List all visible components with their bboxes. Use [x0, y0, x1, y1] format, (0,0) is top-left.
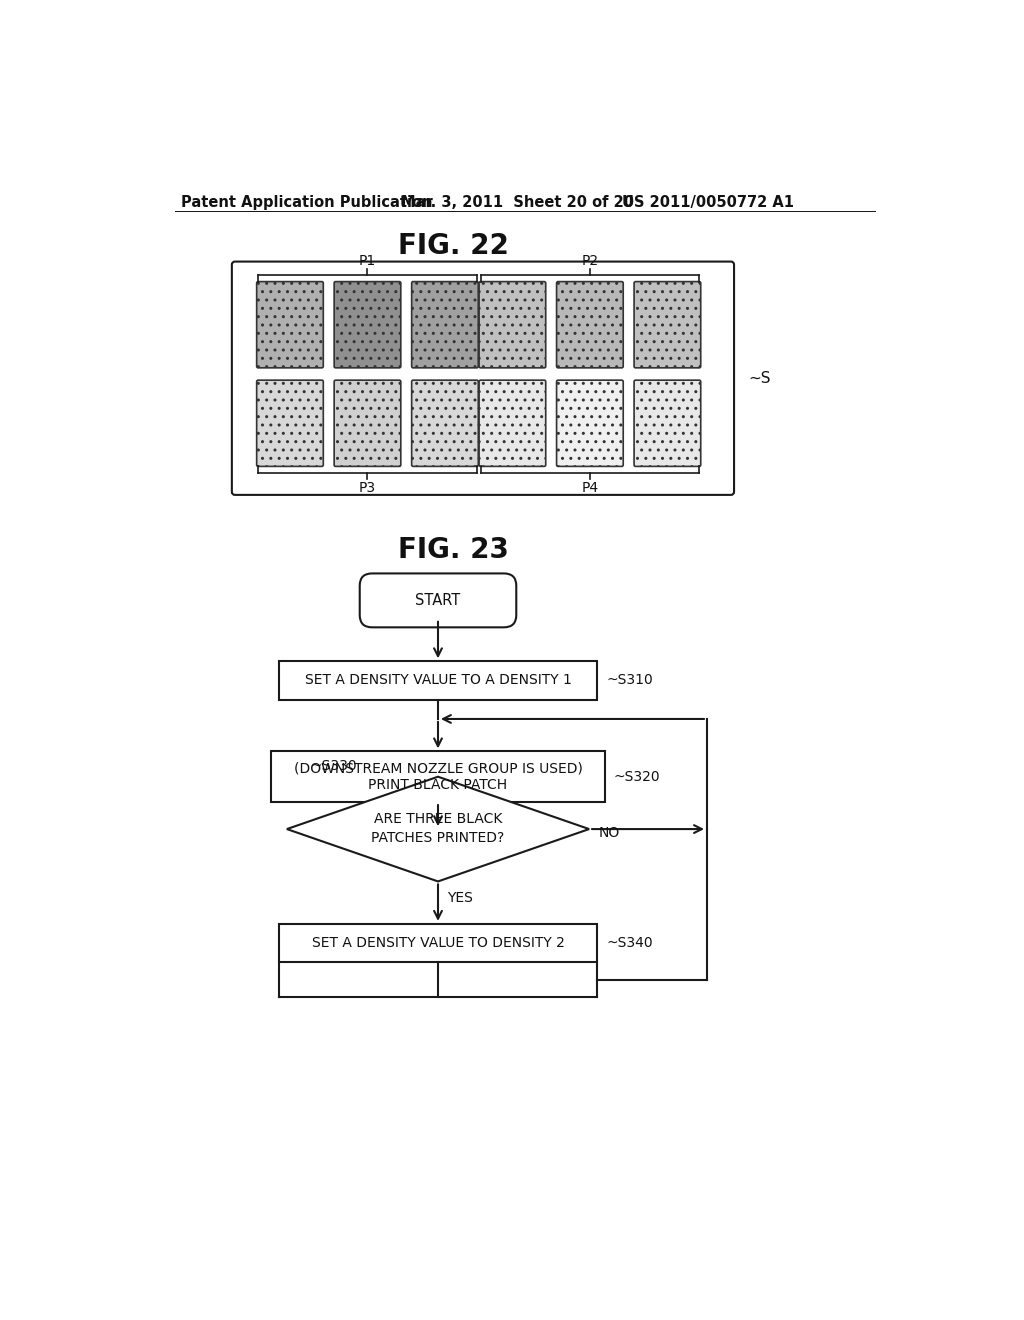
Text: NO: NO: [598, 826, 620, 840]
FancyBboxPatch shape: [257, 380, 324, 466]
Text: START: START: [416, 593, 461, 609]
Text: FIG. 23: FIG. 23: [398, 536, 509, 564]
Text: P4: P4: [582, 480, 598, 495]
Bar: [271, 751, 604, 803]
Text: ~S320: ~S320: [614, 770, 660, 784]
FancyBboxPatch shape: [634, 281, 700, 368]
FancyBboxPatch shape: [412, 380, 478, 466]
Text: YES: YES: [447, 891, 473, 906]
Text: (DOWNSTREAM NOZZLE GROUP IS USED): (DOWNSTREAM NOZZLE GROUP IS USED): [294, 762, 583, 775]
Text: PATCHES PRINTED?: PATCHES PRINTED?: [372, 832, 505, 845]
Text: ~S310: ~S310: [606, 673, 653, 688]
FancyBboxPatch shape: [479, 380, 546, 466]
FancyBboxPatch shape: [479, 281, 546, 368]
Polygon shape: [287, 776, 589, 882]
FancyBboxPatch shape: [412, 281, 478, 368]
Text: FIG. 22: FIG. 22: [398, 231, 509, 260]
FancyBboxPatch shape: [634, 380, 700, 466]
FancyBboxPatch shape: [334, 281, 400, 368]
FancyBboxPatch shape: [557, 281, 624, 368]
Text: US 2011/0050772 A1: US 2011/0050772 A1: [623, 195, 795, 210]
Text: PRINT BLACK PATCH: PRINT BLACK PATCH: [369, 779, 508, 792]
FancyBboxPatch shape: [359, 573, 516, 627]
Bar: [280, 924, 597, 962]
Text: P3: P3: [359, 480, 376, 495]
Text: ARE THREE BLACK: ARE THREE BLACK: [374, 812, 502, 826]
Text: ~S330: ~S330: [310, 759, 356, 774]
Text: ~S: ~S: [748, 371, 770, 385]
Bar: [280, 661, 597, 700]
Text: P2: P2: [582, 253, 598, 268]
Text: Mar. 3, 2011  Sheet 20 of 20: Mar. 3, 2011 Sheet 20 of 20: [400, 195, 634, 210]
Text: Patent Application Publication: Patent Application Publication: [180, 195, 432, 210]
Text: SET A DENSITY VALUE TO A DENSITY 1: SET A DENSITY VALUE TO A DENSITY 1: [304, 673, 571, 688]
Text: ~S340: ~S340: [606, 936, 653, 950]
Text: P1: P1: [358, 253, 376, 268]
FancyBboxPatch shape: [557, 380, 624, 466]
FancyBboxPatch shape: [334, 380, 400, 466]
FancyBboxPatch shape: [257, 281, 324, 368]
Text: SET A DENSITY VALUE TO DENSITY 2: SET A DENSITY VALUE TO DENSITY 2: [311, 936, 564, 950]
FancyBboxPatch shape: [231, 261, 734, 495]
